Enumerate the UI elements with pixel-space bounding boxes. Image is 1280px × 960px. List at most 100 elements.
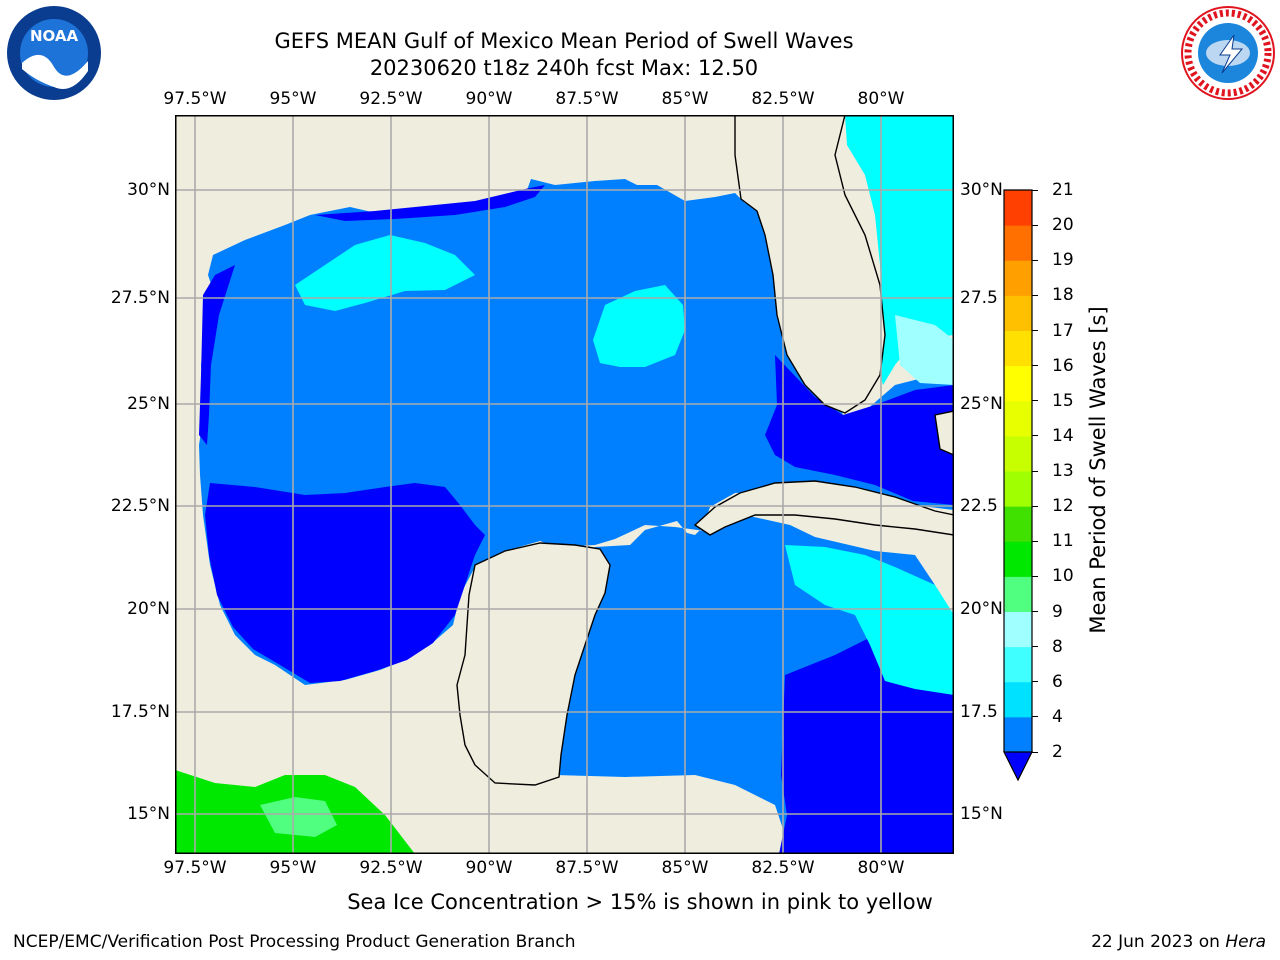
- lat-label-left: 25°N: [127, 394, 170, 414]
- colorbar-tick-label: 4: [1052, 706, 1063, 727]
- lat-label-left: 20°N: [127, 599, 170, 619]
- colorbar-tick-label: 17: [1052, 320, 1074, 341]
- colorbar-tick: [1032, 681, 1038, 683]
- colorbar-segment: [1004, 365, 1032, 402]
- lon-label-bottom: 85°W: [661, 858, 709, 878]
- swell-patch-pale: [895, 315, 954, 385]
- colorbar-tick: [1032, 400, 1038, 402]
- pacific-swell-light: [260, 797, 337, 837]
- colorbar-tick: [1032, 611, 1038, 612]
- lat-label-left: 17.5°N: [110, 702, 170, 722]
- colorbar-tick: [1032, 716, 1038, 718]
- lon-label-top: 95°W: [269, 89, 317, 109]
- lat-label-left: 27.5°N: [110, 288, 170, 308]
- footer-date-text: 22 Jun 2023 on: [1091, 932, 1220, 952]
- gulf-ocean: [199, 179, 954, 854]
- colorbar-tick-label: 11: [1052, 531, 1074, 552]
- colorbar-segment: [1004, 190, 1032, 226]
- nws-logo-lettering: [1184, 9, 1272, 97]
- yucatan-land: [456, 542, 611, 786]
- lat-label-right: 27.5: [960, 288, 998, 308]
- lat-label-right: 15°N: [960, 804, 1003, 824]
- footer-credit: NCEP/EMC/Verification Post Processing Pr…: [13, 932, 576, 952]
- colorbar-tick-label: 2: [1052, 742, 1063, 762]
- lat-label-right: 20°N: [960, 599, 1003, 619]
- lon-label-top: 85°W: [661, 89, 709, 109]
- colorbar-tick: [1032, 330, 1038, 331]
- colorbar-segment: [1004, 611, 1032, 648]
- colorbar-tick-label: 14: [1052, 425, 1074, 446]
- colorbar-tick-label: 21: [1052, 180, 1074, 200]
- colorbar-tick-label: 12: [1052, 496, 1074, 517]
- colorbar-segment: [1004, 400, 1032, 437]
- colorbar-tick-label: 9: [1052, 601, 1063, 622]
- colorbar-tick-label: 16: [1052, 355, 1074, 376]
- swell-patch-atlantic: [845, 115, 954, 385]
- colorbar-segment: [1004, 681, 1032, 718]
- lon-label-top: 87.5°W: [555, 89, 619, 109]
- lon-label-top: 80°W: [857, 89, 905, 109]
- nws-logo: [1181, 6, 1275, 100]
- lon-label-bottom: 97.5°W: [163, 858, 227, 878]
- swell-patch-central: [593, 285, 685, 367]
- footer-date: 22 Jun 2023 on Hera: [1091, 932, 1266, 952]
- colorbar-segment: [1004, 435, 1032, 472]
- colorbar-tick: [1032, 540, 1038, 542]
- low-period-florida-straits: [765, 355, 954, 505]
- colorbar-tick-label: 10: [1052, 566, 1074, 587]
- noaa-logo-text: NOAA: [30, 27, 79, 45]
- colorbar-tick: [1032, 646, 1038, 648]
- colorbar-segment: [1004, 646, 1032, 683]
- colorbar-tick-label: 8: [1052, 636, 1063, 657]
- cuba-land: [693, 480, 954, 536]
- lat-label-right: 30°N: [960, 180, 1003, 200]
- hispaniola-edge: [934, 410, 954, 456]
- footer-machine: Hera: [1225, 932, 1266, 952]
- lon-label-top: 97.5°W: [163, 89, 227, 109]
- colorbar-tick: [1032, 575, 1038, 577]
- colorbar-extend-triangle: [1003, 751, 1033, 782]
- map-panel: [175, 115, 954, 854]
- colorbar-tick: [1032, 189, 1038, 191]
- lat-label-right: 25°N: [960, 394, 1003, 414]
- low-period-bay-of-campeche: [205, 483, 485, 683]
- lon-label-bottom: 82.5°W: [751, 858, 815, 878]
- lon-label-bottom: 92.5°W: [359, 858, 423, 878]
- colorbar-tick-label: 15: [1052, 390, 1074, 411]
- colorbar-segment: [1004, 506, 1032, 542]
- lat-label-right: 22.5: [960, 496, 998, 516]
- lat-label-right: 17.5: [960, 702, 998, 722]
- colorbar-tick: [1032, 751, 1038, 753]
- lon-label-top: 92.5°W: [359, 89, 423, 109]
- map-frame: [175, 115, 954, 854]
- colorbar-tick-label: 6: [1052, 671, 1063, 692]
- colorbar-title: Mean Period of Swell Waves [s]: [1086, 306, 1110, 634]
- colorbar-segment: [1004, 576, 1032, 612]
- colorbar-segment: [1004, 471, 1032, 507]
- lon-label-bottom: 80°W: [857, 858, 905, 878]
- colorbar-tick-label: 20: [1052, 215, 1074, 236]
- colorbar-segment: [1004, 225, 1032, 261]
- colorbar-tick-label: 18: [1052, 285, 1074, 306]
- graticule: [175, 115, 954, 854]
- lat-label-left: 30°N: [127, 180, 170, 200]
- swell-patch-caribbean: [785, 545, 954, 695]
- lon-label-bottom: 95°W: [269, 858, 317, 878]
- colorbar-tick: [1032, 259, 1038, 261]
- colorbar-tick: [1032, 365, 1038, 367]
- colorbar-tick-label: 13: [1052, 461, 1074, 481]
- nws-logo-bolt: [1219, 34, 1244, 74]
- colorbar-tick: [1032, 224, 1038, 226]
- lat-label-left: 22.5°N: [110, 496, 170, 516]
- colorbar: [1003, 189, 1033, 782]
- colorbar-segment: [1004, 330, 1032, 367]
- colorbar-tick: [1032, 470, 1038, 472]
- colorbar-segment: [1004, 295, 1032, 331]
- colorbar-segment: [1004, 260, 1032, 296]
- swell-patch-northwest: [295, 235, 475, 311]
- lat-label-left: 15°N: [127, 804, 170, 824]
- low-period-west-rim: [199, 265, 235, 445]
- colorbar-segment: [1004, 541, 1032, 577]
- noaa-logo: NOAA: [7, 6, 101, 100]
- lon-label-top: 90°W: [465, 89, 513, 109]
